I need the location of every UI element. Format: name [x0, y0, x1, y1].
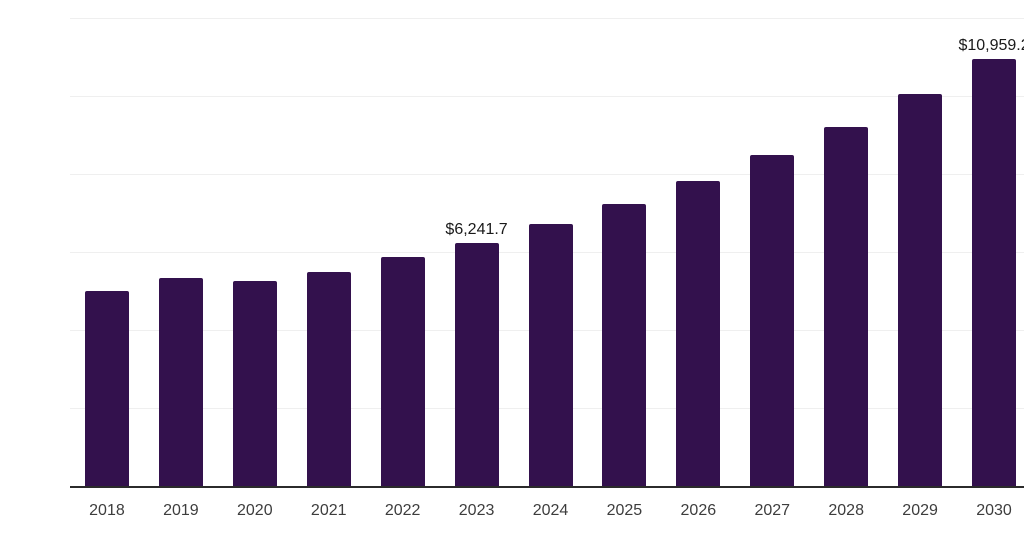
x-tick-2025: 2025 — [606, 502, 643, 519]
bar-2027 — [750, 154, 795, 486]
x-tick-2026: 2026 — [680, 502, 717, 519]
x-tick-2022: 2022 — [384, 502, 421, 519]
bar-2025 — [602, 204, 647, 486]
x-axis-line — [70, 485, 1024, 488]
gridline-10000 — [70, 96, 1024, 97]
bar-2020 — [232, 280, 277, 486]
gridline-12000 — [70, 18, 1024, 19]
x-tick-2024: 2024 — [532, 502, 569, 519]
x-tick-2021: 2021 — [310, 502, 347, 519]
bar-2028 — [824, 126, 869, 486]
bar-2018 — [84, 291, 129, 486]
bar-2019 — [158, 278, 203, 486]
bar-2030 — [972, 58, 1017, 486]
x-tick-2018: 2018 — [89, 502, 125, 519]
bar-2021 — [306, 272, 351, 486]
bar-2029 — [898, 94, 943, 486]
value-label-2030: $10,959.2 — [958, 36, 1024, 54]
gridline-8000 — [70, 174, 1024, 175]
x-tick-2019: 2019 — [163, 502, 199, 519]
bar-2022 — [380, 257, 425, 486]
x-tick-2029: 2029 — [902, 502, 938, 519]
x-tick-2030: 2030 — [976, 502, 1012, 519]
bar-2026 — [676, 181, 721, 486]
x-tick-2023: 2023 — [458, 502, 495, 519]
market-forecast-bar-chart: $6,241.7 $10,959.2 2018 2019 2020 2021 2022 20… — [40, 16, 1024, 528]
bar-2024 — [528, 224, 573, 486]
x-tick-2027: 2027 — [754, 502, 791, 519]
bar-2023 — [454, 242, 499, 486]
value-label-2023: $6,241.7 — [445, 220, 508, 238]
x-tick-2028: 2028 — [828, 502, 864, 519]
x-tick-2020: 2020 — [237, 502, 273, 519]
